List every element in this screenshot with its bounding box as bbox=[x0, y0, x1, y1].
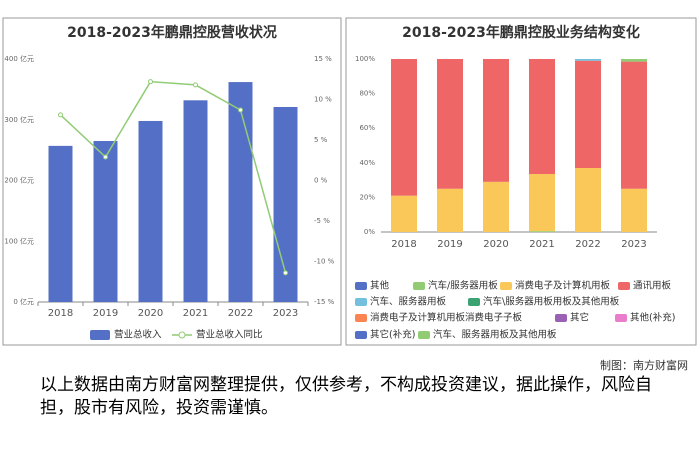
y-tick-label: 300 亿元 bbox=[4, 115, 34, 124]
legend-label: 消费电子及计算机用板消费电子子板 bbox=[370, 312, 523, 324]
bar bbox=[138, 120, 163, 302]
point bbox=[148, 79, 153, 85]
legend-swatch bbox=[555, 314, 567, 322]
point bbox=[103, 154, 108, 160]
y-tick-label: 80% bbox=[359, 90, 375, 98]
y-tick-label: 0% bbox=[364, 228, 375, 236]
line bbox=[59, 80, 287, 274]
bar-segment bbox=[575, 167, 601, 232]
x-tick-label: 2021 bbox=[529, 239, 554, 250]
legend-swatch bbox=[413, 282, 425, 290]
point bbox=[283, 270, 288, 276]
bar bbox=[228, 82, 253, 303]
x-tick-label: 2022 bbox=[228, 308, 253, 319]
bar-segment bbox=[437, 188, 463, 232]
legend-swatch bbox=[618, 282, 630, 290]
x-tick-label: 2018 bbox=[48, 308, 73, 319]
y-tick-label: 400 亿元 bbox=[4, 54, 34, 63]
y2-tick-label: 10 % bbox=[314, 96, 332, 104]
y2-tick-label: -15 % bbox=[314, 298, 335, 306]
x-tick-label: 2022 bbox=[575, 239, 600, 250]
y-tick-label: 100 亿元 bbox=[4, 236, 34, 245]
point bbox=[58, 112, 63, 118]
bar-segment bbox=[437, 59, 463, 189]
chart-title: 2018-2023年鹏鼎控股业务结构变化 bbox=[402, 24, 640, 41]
legend-label: 营业总收入 bbox=[114, 329, 162, 341]
legend-label: 汽车/服务器用板 bbox=[428, 280, 498, 292]
x-tick-label: 2020 bbox=[483, 239, 508, 250]
legend-label: 其他 bbox=[370, 280, 390, 292]
bar-segment bbox=[575, 60, 601, 168]
bar-segment bbox=[575, 59, 601, 61]
bar-segment bbox=[529, 174, 555, 232]
legend-label: 汽车\服务器用板用板及其他用板 bbox=[483, 296, 620, 308]
charts: 2018-2023年鹏鼎控股营收状况 0 亿元 100 亿元 200 亿元 300 亿元… bbox=[2, 17, 697, 346]
bar-segment bbox=[483, 59, 509, 182]
y2-tick-label: 5 % bbox=[314, 136, 328, 144]
bar-segment bbox=[621, 59, 647, 62]
legend-label: 汽车、服务器用板及其他用板 bbox=[433, 329, 557, 341]
legend-swatch bbox=[500, 282, 512, 290]
legend-swatch bbox=[468, 298, 480, 306]
legend-label: 消费电子及计算机用板 bbox=[515, 280, 611, 292]
point bbox=[238, 107, 243, 113]
legend-swatch bbox=[355, 298, 367, 306]
legend-label: 其他(补充) bbox=[630, 312, 675, 324]
bar bbox=[273, 106, 298, 303]
legend-swatch bbox=[355, 314, 367, 322]
bar-segment bbox=[621, 61, 647, 189]
y2-tick-label: -10 % bbox=[314, 258, 335, 266]
legend-swatch bbox=[355, 282, 367, 290]
y2-tick-label: 0 % bbox=[314, 177, 328, 185]
x-tick-label: 2023 bbox=[273, 308, 298, 319]
bar-segment bbox=[391, 59, 417, 196]
x-tick-label: 2021 bbox=[183, 308, 208, 319]
bar bbox=[93, 141, 118, 302]
bar-segment bbox=[529, 231, 555, 232]
legend-swatch bbox=[90, 330, 110, 340]
chart-title: 2018-2023年鹏鼎控股营收状况 bbox=[67, 24, 277, 41]
legend-swatch bbox=[418, 331, 430, 339]
y-tick-label: 200 亿元 bbox=[4, 176, 34, 185]
y-tick-label: 20% bbox=[359, 193, 375, 201]
y-tick-label: 100% bbox=[355, 55, 375, 63]
bar bbox=[48, 145, 73, 302]
legend-swatch bbox=[355, 331, 367, 339]
bar-segment bbox=[391, 195, 417, 232]
legend-label: 其它(补充) bbox=[370, 329, 415, 341]
x-tick-label: 2019 bbox=[93, 308, 118, 319]
y-tick-label: 0 亿元 bbox=[13, 297, 34, 306]
legend-label: 汽车、服务器用板 bbox=[370, 296, 447, 308]
y2-tick-label: 15 % bbox=[314, 55, 332, 63]
credit: 制图：南方财富网 bbox=[600, 359, 688, 372]
bar-segment bbox=[483, 181, 509, 232]
legend-label: 营业总收入同比 bbox=[196, 329, 263, 341]
x-tick-label: 2020 bbox=[138, 308, 163, 319]
legend-swatch bbox=[615, 314, 627, 322]
x-tick-label: 2019 bbox=[437, 239, 462, 250]
point bbox=[193, 82, 198, 88]
x-tick-label: 2018 bbox=[391, 239, 416, 250]
legend-dot bbox=[178, 331, 186, 339]
bar bbox=[183, 100, 208, 302]
bar-segment bbox=[529, 59, 555, 175]
disclaimer: 以上数据由南方财富网整理提供，仅供参考，不构成投资建议，据此操作，风险自担，股市… bbox=[40, 375, 652, 418]
y2-tick-label: -5 % bbox=[314, 217, 330, 225]
y-tick-label: 60% bbox=[359, 124, 375, 132]
legend-label: 其它 bbox=[570, 312, 589, 324]
x-tick-label: 2023 bbox=[621, 239, 646, 250]
bar-segment bbox=[621, 188, 647, 232]
legend-label: 通讯用板 bbox=[633, 280, 672, 292]
y-tick-label: 40% bbox=[359, 159, 375, 167]
